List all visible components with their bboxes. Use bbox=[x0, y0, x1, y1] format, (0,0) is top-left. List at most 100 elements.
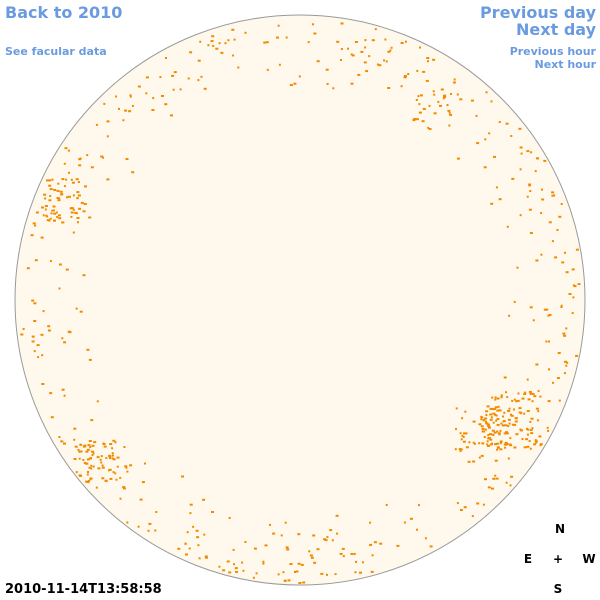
facula bbox=[510, 414, 514, 417]
facula bbox=[432, 58, 436, 61]
compass-north: N bbox=[554, 522, 566, 536]
facula bbox=[60, 193, 64, 196]
facula bbox=[224, 42, 227, 45]
facula bbox=[489, 443, 493, 446]
facula bbox=[523, 393, 527, 395]
facula bbox=[495, 186, 498, 189]
facular-link[interactable]: See facular data bbox=[5, 45, 107, 58]
facula bbox=[385, 60, 388, 63]
facula bbox=[165, 57, 167, 59]
facula bbox=[262, 560, 265, 563]
facula bbox=[100, 455, 103, 458]
facula bbox=[139, 498, 143, 501]
facula bbox=[312, 534, 316, 537]
facula bbox=[496, 397, 500, 400]
facula bbox=[63, 185, 66, 188]
facula bbox=[41, 383, 45, 385]
facula bbox=[476, 502, 480, 505]
facula bbox=[503, 432, 507, 435]
facula bbox=[490, 100, 493, 103]
facula bbox=[89, 478, 92, 481]
facula bbox=[164, 103, 168, 106]
facula bbox=[513, 408, 515, 411]
facula bbox=[33, 350, 36, 353]
facula bbox=[72, 208, 75, 211]
facula bbox=[199, 40, 202, 43]
facula bbox=[89, 446, 92, 449]
facula bbox=[472, 460, 476, 463]
facula bbox=[508, 407, 511, 410]
compass-center: + bbox=[552, 552, 564, 566]
next-hour-link[interactable]: Next hour bbox=[534, 58, 597, 71]
facula bbox=[491, 408, 495, 411]
previous-day-link[interactable]: Previous day bbox=[479, 3, 596, 22]
facula bbox=[523, 446, 527, 449]
facula bbox=[116, 456, 120, 459]
facula bbox=[41, 206, 44, 209]
facula bbox=[105, 479, 108, 482]
facula bbox=[312, 23, 314, 26]
facula bbox=[185, 553, 188, 556]
facula bbox=[461, 434, 464, 437]
facula bbox=[517, 392, 520, 395]
facula bbox=[340, 48, 343, 50]
facula bbox=[137, 525, 140, 528]
facula bbox=[531, 400, 534, 403]
facula bbox=[77, 181, 80, 183]
facula bbox=[489, 413, 493, 416]
facula bbox=[31, 335, 35, 338]
facula bbox=[53, 189, 57, 191]
facula bbox=[497, 405, 500, 408]
facula bbox=[96, 400, 99, 403]
next-day-link[interactable]: Next day bbox=[516, 20, 596, 39]
facula bbox=[112, 454, 114, 457]
facula bbox=[573, 285, 577, 288]
back-link[interactable]: Back to 2010 bbox=[5, 3, 123, 22]
facula bbox=[284, 521, 287, 524]
facula bbox=[79, 443, 82, 446]
facula bbox=[152, 97, 155, 100]
facula bbox=[220, 51, 224, 54]
facula bbox=[514, 420, 518, 423]
facula bbox=[548, 368, 550, 371]
facula bbox=[73, 438, 76, 441]
facula bbox=[72, 231, 75, 234]
facula bbox=[350, 553, 354, 555]
facula bbox=[255, 572, 258, 575]
facula bbox=[41, 354, 44, 357]
facula bbox=[498, 121, 501, 123]
facula bbox=[218, 42, 221, 45]
facula bbox=[503, 376, 507, 379]
facula bbox=[35, 211, 39, 214]
facula bbox=[233, 38, 236, 41]
facula bbox=[528, 184, 531, 187]
facula bbox=[496, 442, 500, 445]
facula bbox=[70, 178, 73, 181]
facula bbox=[518, 407, 522, 410]
facula bbox=[459, 98, 463, 101]
facula bbox=[403, 76, 407, 79]
facula bbox=[71, 181, 75, 184]
facula bbox=[464, 410, 467, 413]
previous-hour-link[interactable]: Previous hour bbox=[509, 45, 596, 58]
facula bbox=[527, 398, 531, 401]
facula bbox=[561, 261, 565, 264]
facula bbox=[80, 201, 84, 204]
facula bbox=[234, 567, 238, 570]
facula bbox=[75, 212, 78, 215]
facula bbox=[203, 533, 206, 536]
facula bbox=[510, 475, 514, 478]
facula bbox=[88, 358, 92, 361]
facula bbox=[497, 432, 501, 435]
facula bbox=[106, 135, 109, 138]
facula bbox=[177, 547, 181, 550]
facula bbox=[326, 573, 328, 576]
facula bbox=[88, 216, 92, 219]
facula bbox=[535, 259, 539, 262]
facula bbox=[498, 198, 502, 201]
facula bbox=[558, 215, 562, 218]
facula bbox=[287, 579, 291, 582]
facula bbox=[418, 103, 421, 106]
facula bbox=[57, 214, 61, 217]
